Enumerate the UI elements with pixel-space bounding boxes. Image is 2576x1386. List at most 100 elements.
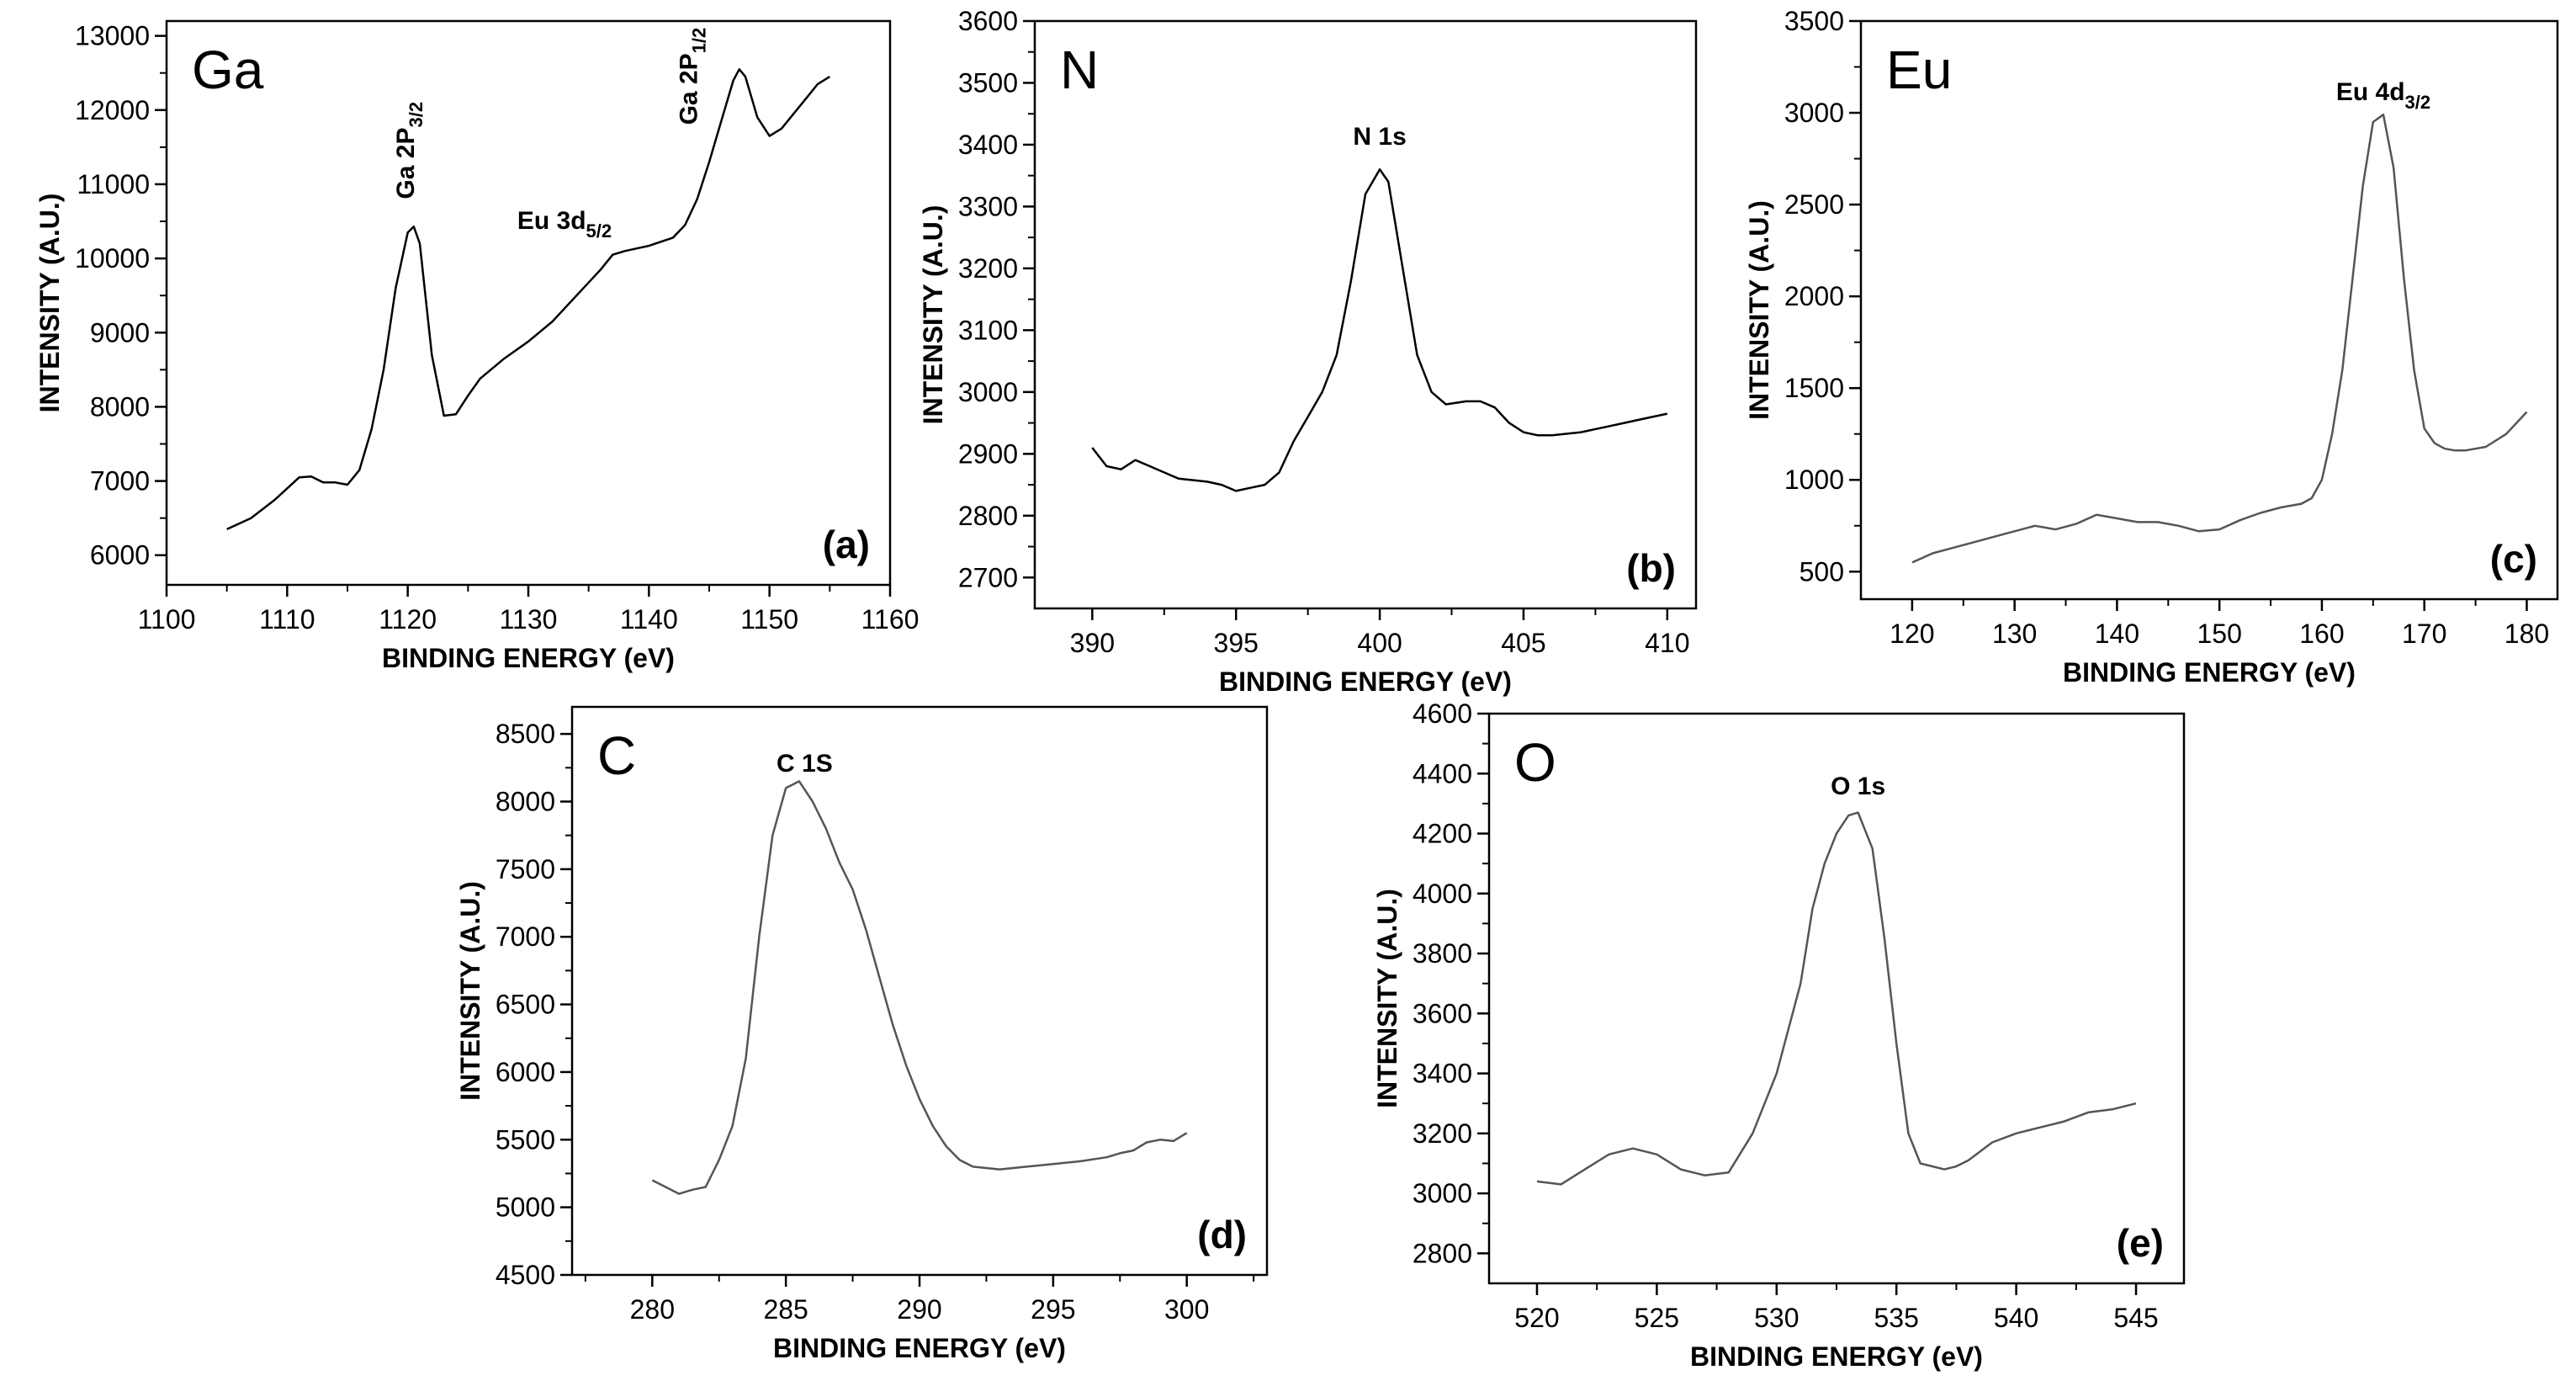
series-line-n bbox=[1091, 168, 1668, 492]
y-tick-label: 3000 bbox=[1784, 98, 1844, 128]
y-tick-label: 11000 bbox=[77, 169, 150, 199]
y-tick-label: 4600 bbox=[1413, 698, 1472, 729]
plot-frame bbox=[570, 705, 1269, 1277]
y-tick-label: 3100 bbox=[958, 315, 1018, 345]
y-tick-label: 4400 bbox=[1413, 758, 1472, 789]
x-axis-label: BINDING ENERGY (eV) bbox=[1219, 666, 1512, 697]
y-tick-label: 7000 bbox=[90, 466, 150, 497]
y-tick-label: 12000 bbox=[75, 95, 150, 125]
y-tick-label: 3800 bbox=[1413, 938, 1472, 969]
x-tick-label: 520 bbox=[1514, 1303, 1559, 1333]
y-tick-label: 500 bbox=[1799, 556, 1844, 587]
x-tick-label: 170 bbox=[2402, 619, 2446, 649]
x-tick-label: 280 bbox=[630, 1294, 675, 1325]
x-tick-label: 1140 bbox=[620, 604, 678, 635]
y-tick-label: 3400 bbox=[958, 130, 1018, 160]
element-label: O bbox=[1514, 732, 1556, 793]
x-tick-label: 300 bbox=[1164, 1294, 1209, 1325]
y-tick-label: 2000 bbox=[1784, 281, 1844, 311]
y-tick-label: 3600 bbox=[958, 6, 1018, 36]
element-label: Eu bbox=[1886, 40, 1952, 100]
x-tick-label: 540 bbox=[1994, 1303, 2038, 1333]
y-tick-label: 10000 bbox=[75, 243, 150, 273]
series-line-o bbox=[1536, 811, 2137, 1186]
y-tick-label: 7500 bbox=[496, 854, 555, 884]
y-tick-label: 3500 bbox=[1784, 6, 1844, 36]
panel-label: (a) bbox=[823, 523, 870, 566]
panel-label: (c) bbox=[2490, 537, 2537, 581]
peak-annotation: Eu 3d5/2 bbox=[517, 207, 612, 242]
y-tick-label: 2500 bbox=[1784, 189, 1844, 220]
x-tick-label: 400 bbox=[1357, 628, 1402, 658]
x-tick-label: 1120 bbox=[379, 604, 437, 635]
y-tick-label: 3200 bbox=[1413, 1118, 1472, 1149]
y-tick-label: 3400 bbox=[1413, 1059, 1472, 1089]
x-tick-label: 1160 bbox=[861, 604, 920, 635]
y-axis-label: INTENSITY (A.U.) bbox=[918, 205, 948, 425]
y-tick-label: 3000 bbox=[1413, 1178, 1472, 1208]
peak-annotation: O 1s bbox=[1831, 773, 1885, 800]
y-tick-label: 3000 bbox=[958, 377, 1018, 407]
x-tick-label: 160 bbox=[2299, 619, 2344, 649]
x-tick-label: 395 bbox=[1214, 628, 1259, 658]
x-axis-label: BINDING ENERGY (eV) bbox=[1690, 1341, 1983, 1372]
x-tick-label: 295 bbox=[1031, 1294, 1075, 1325]
x-tick-label: 545 bbox=[2113, 1303, 2158, 1333]
y-tick-label: 3300 bbox=[958, 191, 1018, 221]
y-tick-label: 3200 bbox=[958, 253, 1018, 284]
y-tick-label: 4500 bbox=[496, 1260, 555, 1290]
y-tick-label: 13000 bbox=[75, 21, 150, 51]
y-tick-label: 8000 bbox=[90, 391, 150, 422]
y-tick-label: 5000 bbox=[496, 1192, 555, 1223]
x-tick-label: 1130 bbox=[500, 604, 558, 635]
panel-label: (e) bbox=[2117, 1221, 2164, 1265]
panel-label: (b) bbox=[1626, 546, 1676, 590]
panel-d: 280 285 290 295 300 4500 5000 5500 6000 6500 7000 7… bbox=[455, 705, 1269, 1363]
y-tick-label: 4200 bbox=[1413, 819, 1472, 849]
x-axis-label: BINDING ENERGY (eV) bbox=[2063, 657, 2356, 688]
element-label: Ga bbox=[192, 40, 264, 100]
peak-annotation: Ga 2P3/2 bbox=[392, 102, 427, 199]
y-tick-label: 8000 bbox=[496, 787, 555, 817]
x-tick-label: 525 bbox=[1635, 1303, 1679, 1333]
y-tick-label: 3500 bbox=[958, 67, 1018, 98]
peak-annotation: C 1S bbox=[777, 750, 833, 778]
peak-annotation: Eu 4d3/2 bbox=[2336, 78, 2430, 113]
x-tick-label: 405 bbox=[1501, 628, 1545, 658]
peak-annotation: Ga 2P1/2 bbox=[676, 28, 710, 125]
panel-a: 1100 1110 1120 1130 1140 1150 1160 6000 7000 8000… bbox=[34, 19, 920, 673]
y-tick-label: 2900 bbox=[958, 438, 1018, 469]
x-tick-label: 410 bbox=[1645, 628, 1689, 658]
y-tick-label: 2800 bbox=[1413, 1238, 1472, 1268]
x-tick-label: 150 bbox=[2197, 619, 2241, 649]
panel-e: 520 525 530 535 540 545 2800 3000 3200 3400 3600 38… bbox=[1372, 698, 2186, 1372]
y-axis-label: INTENSITY (A.U.) bbox=[1744, 200, 1774, 420]
x-axis-label: BINDING ENERGY (eV) bbox=[382, 643, 675, 673]
y-tick-label: 1000 bbox=[1784, 465, 1844, 495]
y-tick-label: 2700 bbox=[958, 562, 1018, 592]
y-tick-label: 6500 bbox=[496, 990, 555, 1020]
x-tick-label: 290 bbox=[897, 1294, 941, 1325]
x-tick-label: 285 bbox=[763, 1294, 808, 1325]
element-label: C bbox=[597, 725, 636, 786]
plot-frame bbox=[1033, 19, 1698, 610]
x-tick-label: 120 bbox=[1890, 619, 1934, 649]
series-line-ga bbox=[226, 68, 830, 531]
panel-label: (d) bbox=[1197, 1213, 1247, 1256]
x-tick-label: 1100 bbox=[138, 604, 196, 635]
y-tick-label: 3600 bbox=[1413, 998, 1472, 1028]
x-tick-label: 180 bbox=[2504, 619, 2549, 649]
plot-frame bbox=[1859, 19, 2559, 601]
y-tick-label: 2800 bbox=[958, 501, 1018, 531]
y-tick-label: 7000 bbox=[496, 921, 555, 952]
x-tick-label: 140 bbox=[2095, 619, 2139, 649]
y-axis-label: INTENSITY (A.U.) bbox=[1372, 889, 1402, 1108]
series-line-eu bbox=[1911, 113, 2528, 564]
x-tick-label: 130 bbox=[1992, 619, 2037, 649]
x-tick-label: 1150 bbox=[740, 604, 798, 635]
y-tick-label: 4000 bbox=[1413, 879, 1472, 909]
x-tick-label: 535 bbox=[1874, 1303, 1919, 1333]
x-tick-label: 390 bbox=[1070, 628, 1115, 658]
panel-c: 120 130 140 150 160 170 180 500 1000 1500 2000 2500… bbox=[1744, 6, 2559, 688]
